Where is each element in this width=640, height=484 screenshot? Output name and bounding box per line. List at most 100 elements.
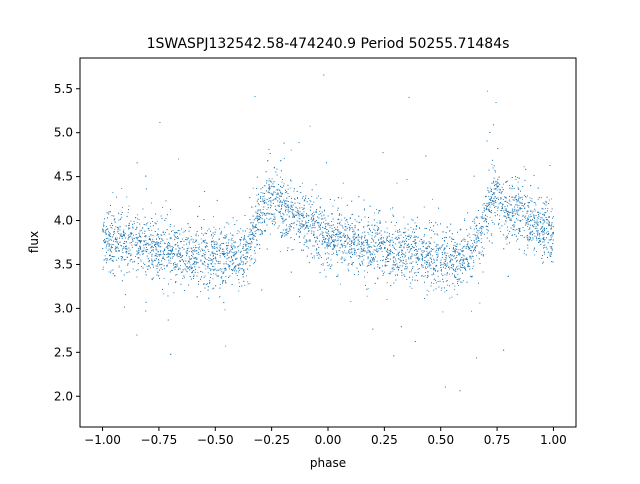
data-point: [108, 230, 109, 232]
data-point: [351, 223, 353, 224]
data-point: [496, 210, 498, 212]
data-point: [150, 225, 151, 227]
data-point: [386, 227, 388, 229]
data-point: [549, 252, 551, 254]
data-point: [320, 264, 322, 265]
data-point: [182, 269, 184, 271]
data-point: [442, 244, 444, 246]
data-point: [250, 230, 252, 232]
data-point: [473, 244, 475, 246]
data-point: [240, 261, 242, 263]
data-point: [454, 250, 456, 251]
data-point: [279, 190, 281, 192]
data-point: [177, 269, 179, 270]
data-point: [534, 210, 536, 212]
data-point: [527, 205, 529, 207]
data-point: [548, 199, 550, 201]
data-point: [270, 192, 272, 194]
data-point: [496, 186, 498, 188]
data-point: [444, 240, 446, 242]
data-point: [186, 248, 188, 249]
data-point: [309, 239, 311, 241]
data-point: [372, 240, 374, 242]
data-point: [207, 267, 209, 269]
data-point: [402, 253, 404, 255]
data-point: [320, 213, 322, 215]
data-point: [344, 252, 346, 254]
data-point: [459, 249, 461, 251]
data-point: [126, 247, 128, 249]
data-point: [502, 189, 504, 191]
data-point: [530, 233, 532, 235]
data-point: [487, 189, 489, 191]
data-point: [376, 209, 378, 211]
data-point: [183, 260, 185, 262]
data-point: [176, 253, 178, 255]
data-point: [330, 224, 332, 226]
data-point: [354, 227, 356, 229]
data-point: [371, 246, 373, 248]
data-point: [154, 255, 156, 257]
data-point: [358, 257, 360, 259]
data-point: [380, 237, 382, 238]
data-point: [136, 253, 138, 255]
data-point: [469, 236, 471, 238]
data-point: [518, 228, 520, 230]
data-point: [527, 202, 529, 204]
data-point: [502, 208, 504, 209]
data-point: [517, 206, 519, 208]
data-point: [543, 222, 545, 223]
data-point: [319, 234, 321, 236]
data-point: [499, 227, 501, 229]
data-point: [313, 211, 315, 213]
data-point: [229, 249, 231, 251]
data-point: [161, 238, 162, 240]
data-point: [236, 233, 238, 234]
data-point: [215, 273, 217, 275]
data-point: [519, 230, 521, 231]
data-point: [226, 236, 228, 238]
data-point: [188, 250, 190, 252]
data-point: [410, 257, 412, 259]
data-point: [240, 240, 241, 242]
data-point: [261, 229, 263, 231]
data-point: [527, 210, 529, 212]
data-point: [277, 197, 279, 198]
data-point: [463, 259, 465, 261]
data-point: [374, 236, 375, 238]
data-point: [211, 268, 213, 270]
data-point: [552, 232, 554, 234]
data-point: [491, 200, 493, 202]
data-point: [500, 203, 502, 205]
data-point: [239, 286, 240, 287]
data-point: [292, 209, 294, 211]
data-point: [451, 239, 453, 240]
data-point: [255, 225, 257, 227]
data-point: [185, 266, 187, 268]
data-point: [255, 239, 257, 241]
data-point: [543, 218, 545, 220]
data-point: [245, 249, 247, 251]
data-point: [516, 213, 518, 215]
data-point: [482, 254, 484, 256]
data-point: [433, 248, 435, 250]
data-point: [398, 237, 400, 238]
data-point: [371, 261, 373, 263]
data-point: [358, 222, 360, 224]
data-point: [433, 241, 435, 243]
data-point: [424, 262, 426, 264]
data-point: [412, 276, 414, 278]
data-point: [528, 202, 530, 204]
data-point: [378, 233, 380, 235]
data-point: [502, 210, 504, 212]
data-point: [480, 227, 482, 229]
data-point: [128, 234, 130, 236]
data-point: [215, 241, 217, 243]
data-point: [283, 205, 285, 207]
data-point: [172, 249, 173, 251]
data-point: [160, 251, 161, 253]
data-point: [392, 266, 394, 268]
data-point: [352, 248, 354, 250]
data-point: [163, 278, 165, 279]
data-point: [316, 236, 318, 238]
